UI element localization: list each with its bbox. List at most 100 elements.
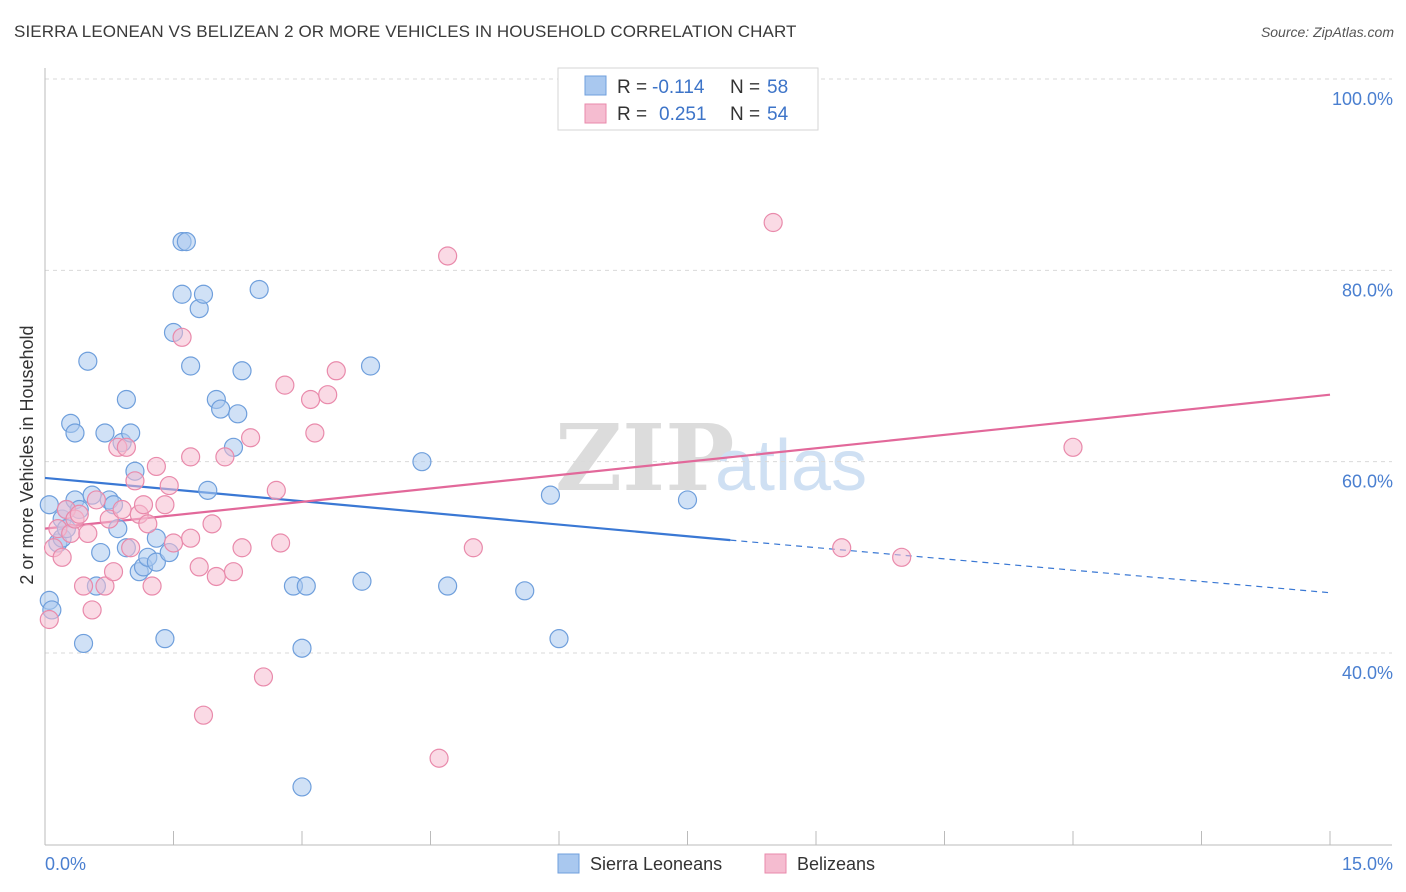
point-belizean	[181, 447, 201, 467]
legend-swatch-pink	[584, 103, 607, 124]
point-sierra-leonean	[292, 638, 312, 658]
point-sierra-leonean	[211, 399, 231, 419]
point-belizean	[232, 538, 252, 558]
x-tick-label-min: 0.0%	[45, 854, 86, 874]
legend-r-value-1: -0.114	[652, 77, 705, 98]
point-sierra-leonean	[228, 404, 248, 424]
point-sierra-leonean	[515, 581, 535, 601]
point-sierra-leonean	[549, 629, 569, 649]
point-belizean	[832, 538, 852, 558]
point-belizean	[892, 547, 912, 567]
legend-n-value-1: 58	[767, 77, 788, 98]
point-sierra-leonean	[78, 351, 98, 371]
point-belizean	[1063, 437, 1083, 457]
point-belizean	[138, 514, 158, 534]
point-belizean	[202, 514, 222, 534]
bottom-legend-label-2: Belizeans	[797, 854, 875, 874]
point-belizean	[78, 523, 98, 544]
point-sierra-leonean	[172, 284, 192, 304]
point-sierra-leonean	[249, 279, 269, 300]
point-belizean	[270, 533, 291, 553]
point-belizean	[223, 562, 244, 582]
point-sierra-leonean	[540, 485, 561, 505]
point-belizean	[103, 562, 124, 582]
point-belizean	[300, 389, 321, 410]
point-belizean	[172, 327, 192, 347]
point-sierra-leonean	[438, 576, 458, 596]
point-belizean	[206, 566, 226, 587]
point-belizean	[189, 557, 209, 577]
trend-line-sierra-leonean	[44, 476, 731, 542]
bottom-legend-label-1: Sierra Leoneans	[590, 854, 722, 874]
point-belizean	[73, 576, 94, 596]
legend-r-label-1: R =	[617, 77, 647, 98]
trend-line-sierra-leonean-extension	[730, 539, 1331, 594]
point-sierra-leonean	[360, 356, 381, 376]
point-sierra-leonean	[73, 633, 94, 654]
axes	[44, 68, 1392, 846]
legend-r-label-2: R =	[617, 104, 647, 125]
legend-r-value-2: 0.251	[659, 104, 707, 125]
point-belizean	[69, 504, 89, 524]
point-belizean	[438, 246, 458, 266]
point-belizean	[463, 538, 483, 558]
point-sierra-leonean	[95, 423, 115, 443]
y-tick-label: 80.0%	[1342, 280, 1393, 300]
point-belizean	[163, 533, 184, 553]
point-sierra-leonean	[292, 777, 312, 797]
point-sierra-leonean	[39, 495, 59, 515]
point-belizean	[112, 499, 132, 520]
point-belizean	[155, 495, 175, 515]
y-tick-label: 40.0%	[1342, 663, 1393, 683]
y-tick-label: 100.0%	[1332, 89, 1393, 109]
bottom-legend-swatch-pink	[764, 853, 787, 874]
point-sierra-leonean	[181, 356, 201, 376]
trend-line-belizean	[44, 393, 1331, 530]
trend-lines	[44, 393, 1331, 594]
point-belizean	[82, 600, 102, 620]
point-belizean	[99, 509, 119, 529]
point-sierra-leonean	[232, 361, 252, 381]
data-points	[39, 212, 1083, 797]
point-belizean	[275, 375, 295, 395]
point-sierra-leonean	[193, 284, 214, 304]
point-belizean	[116, 437, 136, 457]
point-belizean	[39, 609, 59, 630]
y-tick-label: 60.0%	[1342, 472, 1393, 492]
point-sierra-leonean	[155, 629, 175, 649]
point-belizean	[326, 361, 346, 381]
y-axis-title: 2 or more Vehicles in Household	[17, 325, 37, 584]
point-belizean	[52, 547, 72, 567]
x-tick-label-max: 15.0%	[1342, 854, 1393, 874]
point-belizean	[125, 471, 145, 491]
gridlines	[45, 78, 1392, 654]
watermark-atlas: atlas	[715, 426, 867, 506]
point-belizean	[763, 212, 783, 233]
point-belizean	[193, 705, 214, 725]
bottom-legend-swatch-blue	[557, 853, 580, 874]
point-belizean	[266, 480, 286, 500]
point-sierra-leonean	[116, 389, 136, 410]
point-belizean	[95, 576, 115, 596]
point-sierra-leonean	[677, 490, 698, 510]
point-belizean	[318, 385, 338, 405]
point-belizean	[253, 667, 274, 687]
point-belizean	[146, 456, 166, 477]
watermark-zip: ZIP	[555, 404, 734, 512]
legend-swatch-blue	[584, 75, 607, 96]
point-belizean	[121, 538, 141, 558]
point-belizean	[133, 495, 154, 515]
point-sierra-leonean	[65, 423, 85, 443]
tick-labels: 40.0% 60.0% 80.0% 100.0% 0.0% 15.0%	[45, 89, 1393, 874]
point-belizean	[429, 748, 449, 768]
legend-n-label-2: N =	[730, 104, 760, 125]
point-belizean	[305, 423, 325, 443]
series-legend: Sierra Leoneans Belizeans	[557, 853, 875, 874]
point-sierra-leonean	[412, 452, 432, 472]
point-belizean	[142, 576, 162, 596]
legend-n-label-1: N =	[730, 77, 760, 98]
source-label: Source: ZipAtlas.com	[1260, 24, 1394, 40]
point-belizean	[181, 528, 201, 548]
point-sierra-leonean	[198, 480, 218, 500]
